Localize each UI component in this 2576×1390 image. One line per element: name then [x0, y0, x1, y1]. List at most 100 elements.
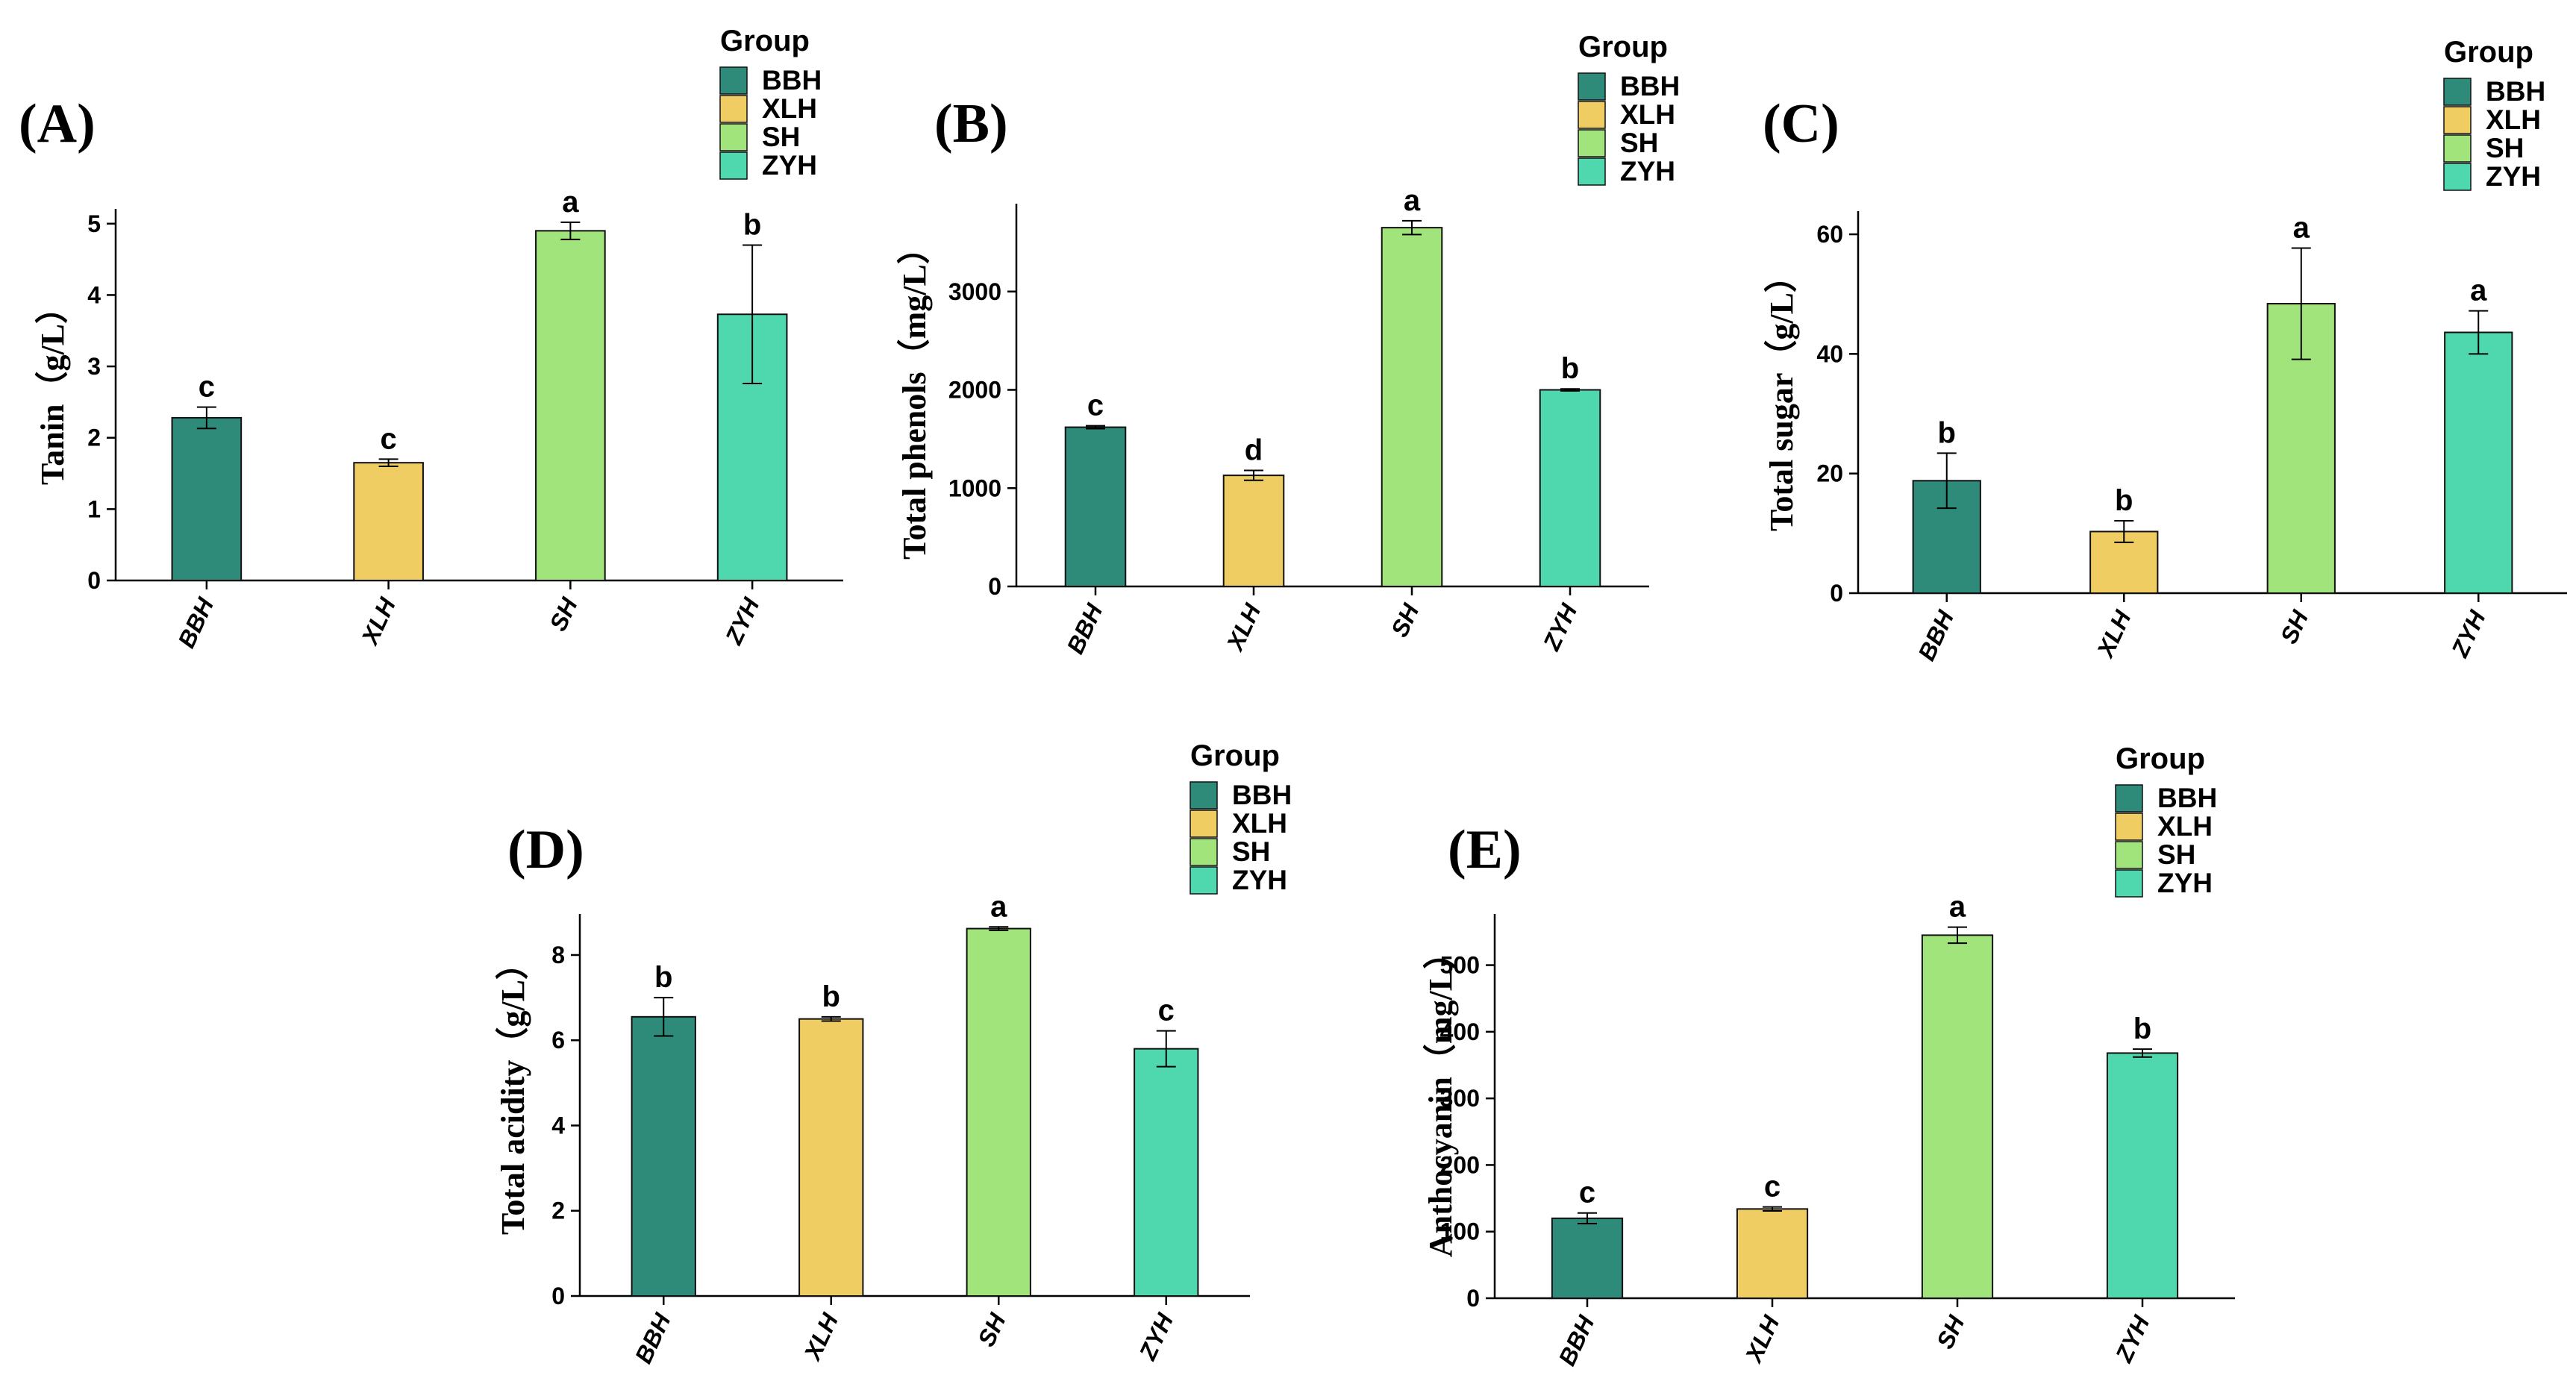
legend-swatch-sh — [2115, 841, 2143, 869]
legend-swatch-bbh — [1189, 781, 1218, 810]
significance-letter: a — [2293, 211, 2310, 244]
y-tick-label: 0 — [551, 1283, 565, 1309]
legend-label: BBH — [2157, 783, 2217, 813]
y-axis-label: Total acidity（g/L） — [495, 947, 531, 1235]
x-tick-label: BBH — [172, 593, 219, 652]
legend-label: SH — [1232, 836, 1270, 867]
x-tick-label: BBH — [1553, 1311, 1599, 1370]
bar-sh — [1921, 934, 1994, 1299]
legend-swatch-zyh — [719, 151, 748, 180]
legend-label: ZYH — [1620, 156, 1675, 187]
legend-title: Group — [2116, 742, 2205, 775]
panel-label: (C) — [1763, 93, 1839, 154]
legend-title: Group — [2444, 36, 2533, 69]
y-tick-label: 8 — [551, 942, 565, 968]
legend-swatch-xlh — [719, 95, 748, 123]
chart-panel-3: (C) 0 20 40 60 Total sugar（g/L） b BBH b XLH a SH a ZY… — [1763, 36, 2567, 665]
legend-swatch-bbh — [2443, 78, 2472, 106]
bar-bbh — [631, 1015, 696, 1297]
legend-title: Group — [1190, 739, 1280, 772]
panel-label: (B) — [934, 93, 1008, 154]
y-tick-label: 2 — [87, 425, 101, 451]
bar-bbh — [1064, 426, 1127, 587]
legend-label: XLH — [2157, 811, 2213, 842]
y-tick-label: 2 — [551, 1198, 565, 1224]
significance-letter: b — [822, 980, 840, 1013]
legend-label: BBH — [2486, 76, 2545, 107]
x-tick-label: BBH — [1913, 606, 1959, 665]
bar-bbh — [171, 416, 243, 581]
legend-label: BBH — [1620, 71, 1680, 101]
significance-letter: b — [654, 961, 672, 994]
y-tick-label: 20 — [1816, 460, 1843, 487]
y-tick-label: 6 — [551, 1027, 565, 1054]
y-axis-label: Total sugar（g/L） — [1763, 260, 1800, 531]
legend-label: XLH — [2486, 104, 2541, 135]
significance-letter: a — [990, 890, 1007, 923]
legend-label: XLH — [1232, 808, 1287, 839]
significance-letter: c — [1579, 1177, 1595, 1209]
x-tick-label: XLH — [355, 593, 401, 650]
y-tick-label: 1000 — [948, 475, 1001, 501]
legend-swatch-xlh — [1189, 810, 1218, 838]
legend-swatch-sh — [2443, 134, 2472, 163]
bar-xlh — [353, 462, 424, 581]
y-tick-label: 60 — [1816, 221, 1843, 248]
legend-swatch-bbh — [2115, 784, 2143, 813]
bar-sh — [1381, 227, 1443, 587]
chart-panel-2: (B) 0 1000 2000 3000 Total phenols（mg/L） c BBH d… — [896, 31, 1680, 658]
bar-zyh — [2106, 1052, 2179, 1300]
x-tick-label: SH — [544, 593, 583, 635]
panel-label: (E) — [1448, 819, 1522, 880]
legend-swatch-sh — [1189, 838, 1218, 866]
legend-title: Group — [720, 25, 810, 57]
y-tick-label: 0 — [1830, 580, 1843, 607]
x-tick-label: XLH — [1739, 1311, 1785, 1368]
y-tick-label: 300 — [1440, 1085, 1480, 1112]
legend-swatch-sh — [719, 123, 748, 151]
legend-title: Group — [1578, 31, 1668, 63]
y-tick-label: 4 — [87, 281, 101, 308]
x-tick-label: SH — [2275, 606, 2314, 648]
x-tick-label: ZYH — [1537, 599, 1582, 655]
legend-label: SH — [2486, 133, 2524, 163]
y-tick-label: 5 — [87, 210, 101, 237]
x-tick-label: BBH — [630, 1309, 676, 1368]
legend-swatch-zyh — [2443, 163, 2472, 191]
bar-sh — [966, 927, 1031, 1297]
bar-zyh — [1539, 389, 1601, 587]
significance-letter: c — [1764, 1171, 1781, 1203]
significance-letter: a — [562, 186, 579, 219]
legend-label: SH — [1620, 128, 1658, 158]
y-tick-label: 0 — [87, 567, 101, 594]
y-tick-label: 1 — [87, 495, 101, 522]
significance-letter: d — [1245, 434, 1263, 467]
y-tick-label: 0 — [1466, 1285, 1480, 1312]
legend-swatch-zyh — [1578, 157, 1606, 186]
y-axis-label: Tanin（g/L） — [34, 291, 71, 485]
legend-swatch-sh — [1578, 129, 1606, 157]
significance-letter: b — [743, 208, 761, 241]
legend-swatch-xlh — [2443, 106, 2472, 134]
significance-letter: a — [2470, 275, 2487, 307]
y-tick-label: 3000 — [948, 278, 1001, 305]
y-axis-label: Anthocyanin（mg/L） — [1422, 936, 1459, 1257]
legend-swatch-zyh — [1189, 866, 1218, 895]
x-tick-label: ZYH — [2445, 606, 2490, 662]
legend-label: XLH — [762, 93, 817, 124]
legend-label: XLH — [1620, 99, 1675, 130]
y-tick-label: 200 — [1440, 1151, 1480, 1178]
legend-swatch-bbh — [1578, 72, 1606, 101]
significance-letter: a — [1404, 184, 1421, 217]
legend-swatch-zyh — [2115, 869, 2143, 898]
bar-sh — [535, 230, 606, 581]
legend-label: BBH — [1232, 780, 1292, 810]
x-tick-label: XLH — [2091, 606, 2136, 663]
x-tick-label: BBH — [1061, 599, 1107, 658]
